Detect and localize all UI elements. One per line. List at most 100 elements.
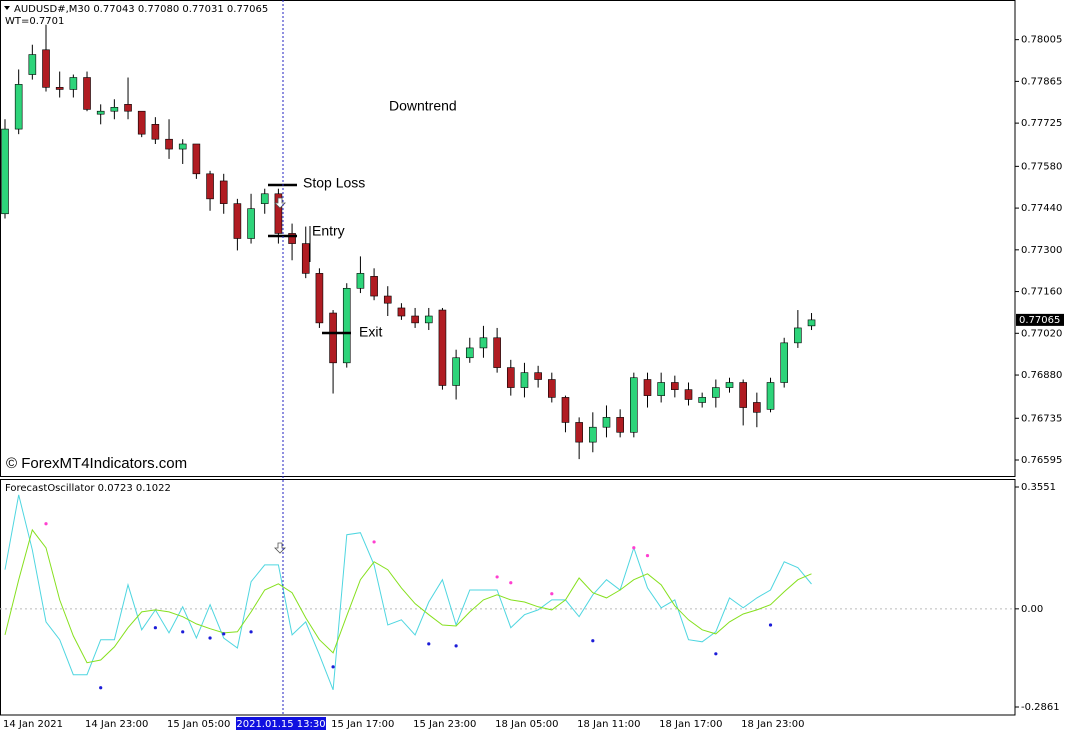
signal-dot	[645, 554, 650, 558]
candle-body	[671, 382, 679, 390]
candle-body	[766, 382, 775, 410]
candle-body	[493, 337, 501, 368]
candle-body	[534, 372, 542, 380]
wt-label: WT=0.7701	[5, 16, 64, 27]
candle-body	[219, 180, 228, 204]
candle-body	[725, 382, 734, 388]
candle-body	[424, 315, 433, 324]
candle-body	[124, 104, 132, 112]
signal-arrow	[274, 542, 286, 554]
candle-body	[712, 387, 720, 398]
candle-body	[260, 193, 269, 204]
candle-body	[69, 77, 78, 90]
y-tick-label: 0.77580	[1021, 161, 1062, 172]
candle-body	[178, 143, 187, 150]
candle-body	[753, 402, 761, 413]
menu-arrow[interactable]	[4, 6, 10, 10]
exit-label: Exit	[359, 324, 382, 340]
y-tick-label: 0.77300	[1021, 245, 1062, 256]
signal-dot	[249, 630, 253, 634]
x-tick-label: 15 Jan 23:00	[413, 719, 476, 730]
plot-area: 0.78005 0.77865 0.77725 0.77580 0.77440 0.773…	[0, 24, 1064, 730]
candle-body	[780, 342, 788, 383]
y-tick-label: 0.77020	[1021, 328, 1062, 339]
last-price-box	[1016, 313, 1064, 326]
candle-body	[42, 49, 50, 88]
candle-body	[479, 337, 488, 349]
entry-label: Entry	[312, 223, 345, 239]
candle-body	[602, 417, 611, 428]
signal-dot	[181, 630, 185, 634]
candle-body	[165, 138, 173, 150]
candle-body	[630, 377, 638, 433]
y-tick-label: 0.76880	[1021, 370, 1062, 381]
signal-dot	[768, 623, 773, 627]
signal-dot	[44, 522, 48, 526]
candle-body	[575, 422, 583, 443]
candle-body	[96, 110, 105, 115]
y-tick-label: 0.3551	[1021, 482, 1056, 493]
signal-dot	[550, 592, 554, 596]
x-tick-label: 18 Jan 17:00	[659, 719, 722, 730]
candle-body	[247, 208, 255, 239]
oscillator-line	[4, 494, 812, 690]
candle-body	[329, 312, 337, 364]
candle-body	[589, 426, 597, 443]
candle-body	[383, 295, 392, 304]
candle-body	[397, 307, 406, 317]
candle-body	[684, 389, 693, 400]
candle-body	[55, 87, 64, 90]
candle-body	[698, 397, 706, 403]
candle-body	[110, 107, 119, 112]
x-tick-label: 18 Jan 05:00	[495, 719, 558, 730]
y-tick-label: 0.76735	[1021, 413, 1062, 424]
signal-dot	[509, 581, 513, 585]
candle-body	[561, 397, 570, 423]
last-price-label: 0.77065	[1019, 315, 1060, 326]
indicator-panel	[0, 479, 1016, 716]
candle-body	[301, 243, 310, 274]
candle-body	[547, 379, 556, 398]
candle-body	[28, 54, 37, 75]
signal-dot	[331, 665, 335, 669]
y-tick-label: -0.2861	[1021, 702, 1060, 713]
candle-body	[274, 193, 283, 234]
candle-body	[288, 233, 296, 244]
y-tick-label: 0.77725	[1021, 118, 1062, 129]
x-tick-label: 14 Jan 2021	[3, 719, 63, 730]
candle-body	[452, 357, 460, 386]
cursor-label-box	[236, 717, 326, 730]
candle-body	[342, 287, 351, 364]
x-tick-label: 18 Jan 23:00	[741, 719, 804, 730]
candle-body	[356, 273, 365, 289]
y-tick-label: 0.00	[1021, 604, 1043, 615]
main-panel	[0, 0, 1016, 477]
candle-body	[794, 327, 802, 344]
candle-body	[83, 77, 91, 110]
candle-body	[14, 84, 23, 130]
candle-body	[520, 372, 529, 388]
candle-body	[739, 382, 747, 408]
y-tick-label: 0.78005	[1021, 35, 1062, 46]
candle-body	[643, 379, 652, 396]
x-tick-label: 14 Jan 23:00	[85, 719, 148, 730]
y-tick-label: 0.77440	[1021, 203, 1062, 214]
signal-dot	[222, 632, 226, 636]
candle-body	[192, 143, 201, 175]
signal-dot	[454, 644, 458, 648]
x-tick-label: 18 Jan 11:00	[577, 719, 640, 730]
x-tick-label: 15 Jan 05:00	[167, 719, 230, 730]
candle-body	[411, 315, 419, 324]
signal-dot	[427, 642, 431, 646]
stop-loss-label: Stop Loss	[303, 175, 365, 191]
candle-body	[315, 273, 324, 324]
signal-dot	[153, 626, 157, 630]
candle-body	[370, 276, 378, 297]
candle-body	[151, 124, 160, 140]
downtrend-label: Downtrend	[389, 98, 457, 114]
signal-dot	[714, 652, 718, 656]
signal-dot	[495, 575, 499, 579]
candle-body	[506, 367, 515, 388]
candle-body	[137, 110, 146, 135]
